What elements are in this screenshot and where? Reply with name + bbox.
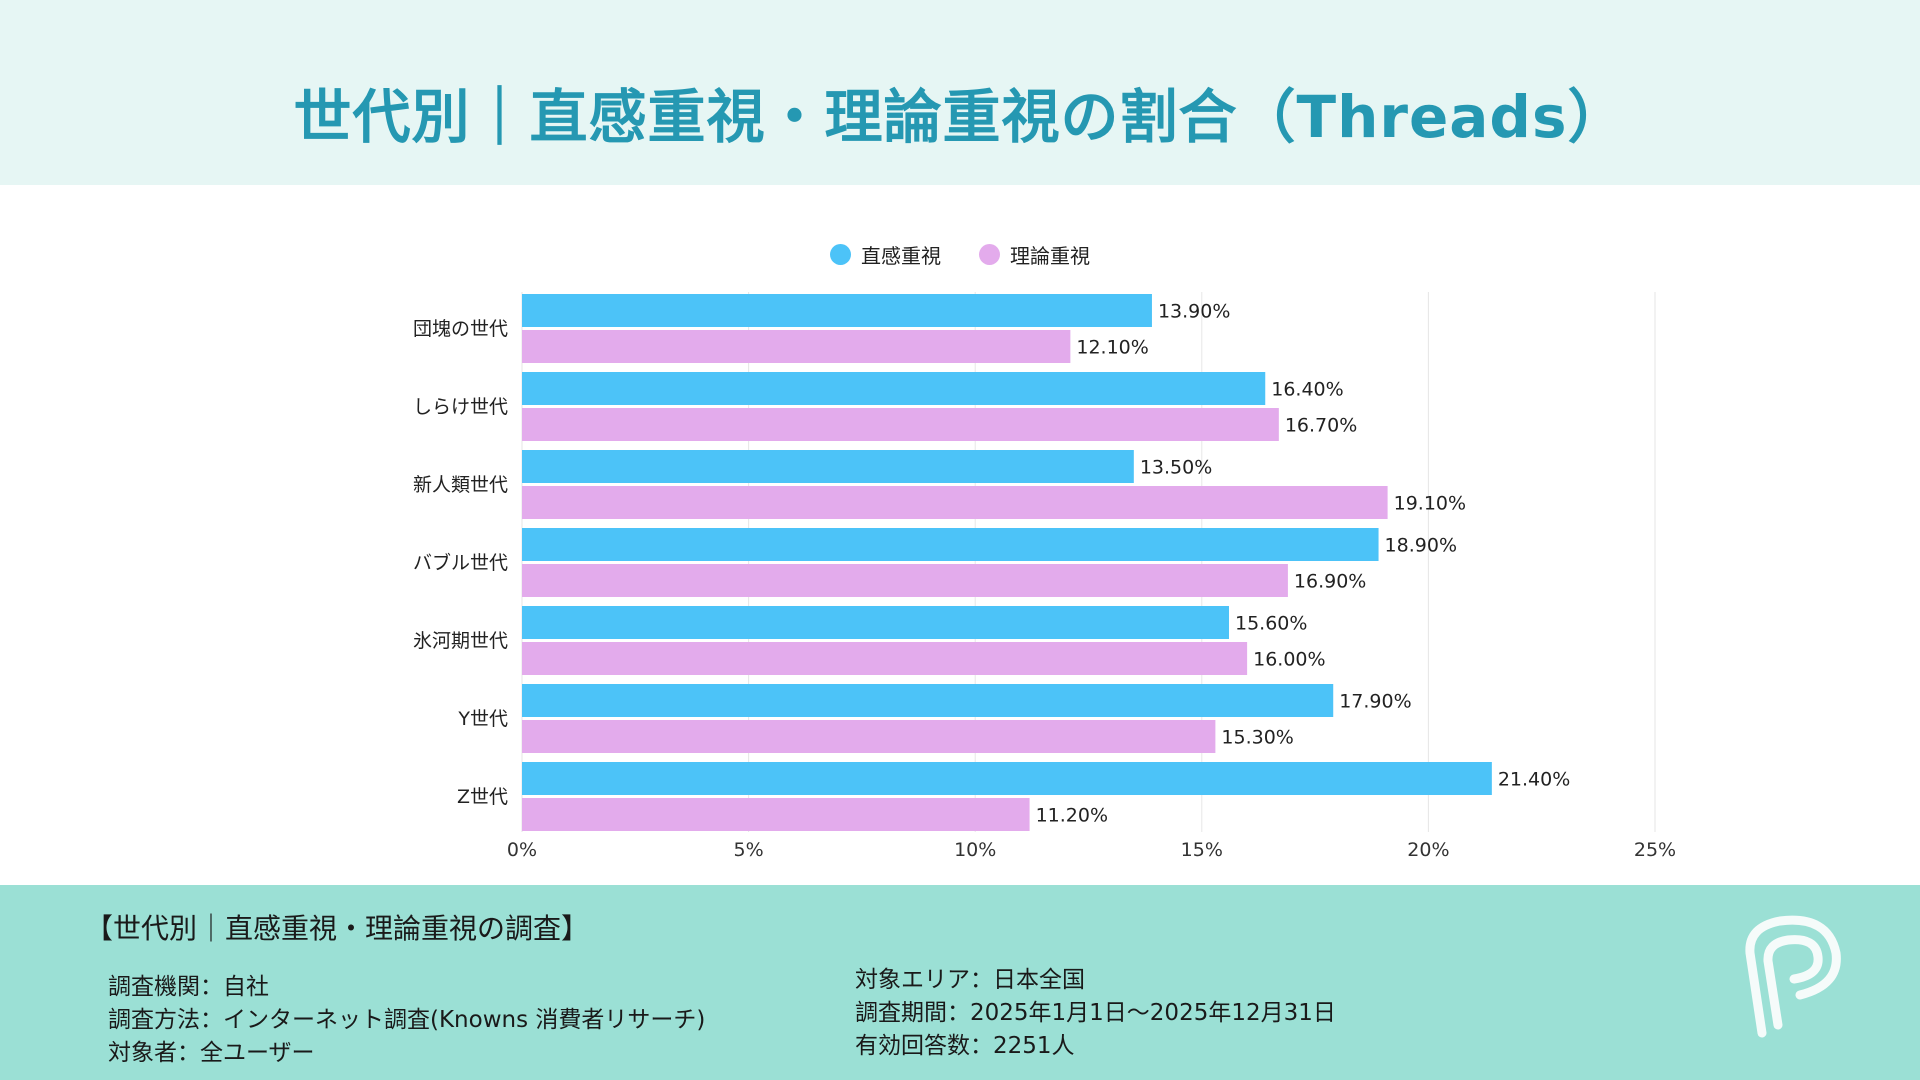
data-label: 15.60% xyxy=(1235,613,1307,635)
page-title: 世代別｜直感重視・理論重視の割合（Threads） xyxy=(293,83,1627,151)
category-label: 団塊の世代 xyxy=(413,318,508,340)
footer-left-info: 調査機関：自社 調査方法：インターネット調査(Knowns 消費者リサーチ) 対… xyxy=(108,971,705,1070)
bar-intuition xyxy=(522,450,1134,483)
footer-band: 【世代別｜直感重視・理論重視の調査】 調査機関：自社 調査方法：インターネット調… xyxy=(0,885,1920,1080)
category-label: Y世代 xyxy=(457,708,508,730)
footer-survey-method: 調査方法：インターネット調査(Knowns 消費者リサーチ) xyxy=(108,1007,706,1033)
data-label: 17.90% xyxy=(1339,691,1411,713)
p-logo-icon xyxy=(1745,915,1841,1038)
data-label: 12.10% xyxy=(1076,337,1148,359)
bar-intuition xyxy=(522,762,1492,795)
header-band: 世代別｜直感重視・理論重視の割合（Threads） xyxy=(0,0,1920,185)
footer-survey-period: 調査期間：2025年1月1日～2025年12月31日 xyxy=(855,1000,1336,1026)
x-tick-label: 0% xyxy=(507,839,537,861)
x-tick-label: 5% xyxy=(734,839,764,861)
legend-label-intuition: 直感重視 xyxy=(861,244,941,268)
data-label: 16.70% xyxy=(1285,415,1357,437)
data-label: 16.40% xyxy=(1271,379,1343,401)
bar-intuition xyxy=(522,372,1266,405)
data-label: 13.50% xyxy=(1140,457,1212,479)
footer-title: 【世代別｜直感重視・理論重視の調査】 xyxy=(85,912,590,945)
x-tick-label: 25% xyxy=(1634,839,1676,861)
bar-intuition xyxy=(522,684,1334,717)
bar-chart: 0% 5% 10% 15% 20% 25% 団塊の世代 13.90% 12.10% しらけ世代 16… xyxy=(413,292,1676,861)
x-tick-label: 10% xyxy=(954,839,996,861)
x-tick-label: 20% xyxy=(1407,839,1449,861)
data-label: 21.40% xyxy=(1498,769,1570,791)
category-label: Z世代 xyxy=(457,786,508,808)
bar-intuition xyxy=(522,528,1379,561)
bar-logic xyxy=(522,408,1279,441)
category-label: 新人類世代 xyxy=(413,474,508,496)
bar-logic xyxy=(522,564,1288,597)
bar-intuition xyxy=(522,606,1229,639)
footer-survey-area: 対象エリア：日本全国 xyxy=(855,967,1085,993)
bar-logic xyxy=(522,642,1248,675)
footer-right-info: 対象エリア：日本全国 調査期間：2025年1月1日～2025年12月31日 有効… xyxy=(855,964,1336,1063)
legend-item-logic: 理論重視 xyxy=(979,240,1090,269)
category-label: 氷河期世代 xyxy=(413,630,508,652)
data-label: 13.90% xyxy=(1158,301,1230,323)
category-label: バブル世代 xyxy=(413,551,508,574)
data-label: 18.90% xyxy=(1385,535,1457,557)
bar-logic xyxy=(522,798,1030,831)
chart-legend: 直感重視 理論重視 xyxy=(0,240,1920,269)
legend-dot-logic xyxy=(979,244,1000,265)
footer-survey-org: 調査機関：自社 xyxy=(108,974,269,1000)
footer-survey-responses: 有効回答数：2251人 xyxy=(855,1033,1075,1059)
data-label: 15.30% xyxy=(1221,727,1293,749)
legend-label-logic: 理論重視 xyxy=(1010,244,1090,268)
data-label: 16.90% xyxy=(1294,571,1366,593)
data-label: 16.00% xyxy=(1253,649,1325,671)
category-label: しらけ世代 xyxy=(413,396,508,418)
legend-item-intuition: 直感重視 xyxy=(830,240,941,269)
data-label: 19.10% xyxy=(1394,493,1466,515)
data-label: 11.20% xyxy=(1036,805,1108,827)
bar-logic xyxy=(522,486,1388,519)
x-tick-label: 15% xyxy=(1181,839,1223,861)
legend-dot-intuition xyxy=(830,244,851,265)
bar-intuition xyxy=(522,294,1152,327)
bar-logic xyxy=(522,330,1071,363)
footer-survey-target: 対象者：全ユーザー xyxy=(108,1040,315,1066)
bar-logic xyxy=(522,720,1216,753)
